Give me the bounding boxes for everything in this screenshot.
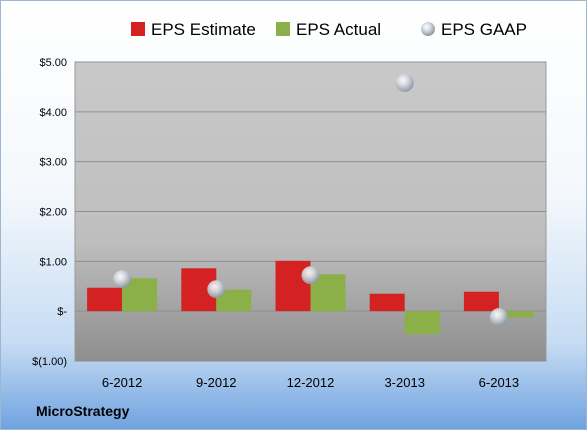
y-axis-ticks: $(1.00) $- $1.00 $2.00 $3.00 $4.00 $5.00 (32, 57, 67, 368)
gaap-markers (113, 73, 508, 327)
legend-swatch (276, 22, 290, 36)
legend-label: EPS GAAP (441, 20, 527, 39)
y-tick-label: $1.00 (39, 256, 67, 268)
legend-swatch (131, 22, 145, 36)
marker-eps-gaap (489, 308, 508, 327)
x-category-label: 3-2013 (384, 375, 424, 390)
bar-eps-estimate (87, 287, 123, 312)
legend-swatch (421, 22, 435, 36)
legend-label: EPS Estimate (151, 20, 256, 39)
x-category-label: 12-2012 (287, 375, 335, 390)
y-tick-label: $2.00 (39, 207, 67, 219)
x-axis-categories: 6-2012 9-2012 12-2012 3-2013 6-2013 (102, 375, 519, 390)
y-tick-label: $4.00 (39, 107, 67, 119)
y-tick-label: $- (57, 306, 67, 318)
y-tick-label: $(1.00) (32, 356, 67, 368)
bar-eps-actual (216, 289, 252, 312)
marker-eps-gaap (301, 266, 320, 285)
bar-eps-actual (404, 311, 440, 335)
company-label: MicroStrategy (36, 403, 130, 419)
marker-eps-gaap (207, 280, 226, 299)
marker-eps-gaap (395, 73, 414, 92)
marker-eps-gaap (113, 270, 132, 289)
x-category-label: 9-2012 (196, 375, 236, 390)
legend: EPS Estimate EPS Actual EPS GAAP (131, 20, 527, 39)
bar-eps-estimate (463, 291, 499, 312)
bar-eps-estimate (369, 293, 405, 312)
legend-label: EPS Actual (296, 20, 381, 39)
bar-eps-actual (498, 311, 534, 318)
x-category-label: 6-2012 (102, 375, 142, 390)
y-tick-label: $5.00 (39, 57, 67, 69)
y-tick-label: $3.00 (39, 157, 67, 169)
x-category-label: 6-2013 (479, 375, 519, 390)
